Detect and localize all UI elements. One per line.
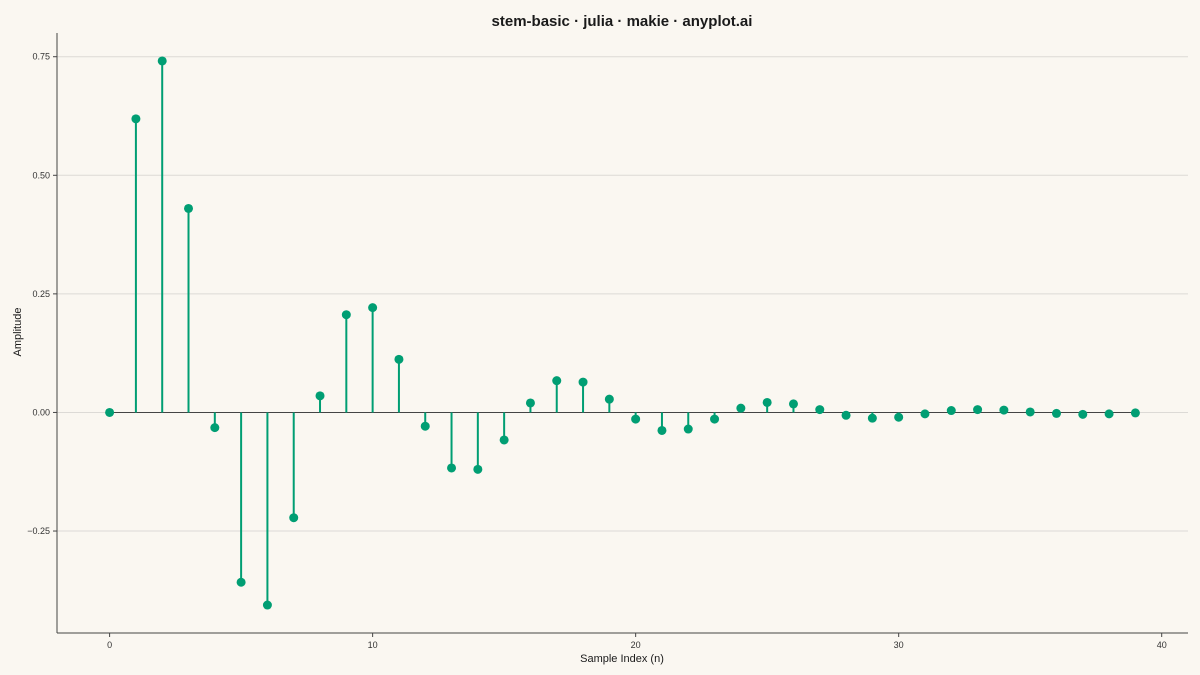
stem-series bbox=[105, 56, 1140, 610]
stem-marker bbox=[1104, 409, 1114, 419]
stem-marker bbox=[315, 391, 325, 401]
stem-marker bbox=[999, 405, 1009, 415]
y-tick-label: 0.00 bbox=[32, 407, 50, 417]
x-axis-label: Sample Index (n) bbox=[580, 653, 664, 665]
stem-marker bbox=[262, 600, 272, 610]
stem-marker bbox=[236, 577, 246, 587]
stem-marker bbox=[525, 398, 535, 408]
chart-title: stem-basic · julia · makie · anyplot.ai bbox=[492, 13, 753, 30]
stem-marker bbox=[841, 410, 851, 420]
y-tick-label: 0.25 bbox=[32, 289, 50, 299]
stem-marker bbox=[1130, 408, 1140, 418]
stem-marker bbox=[289, 513, 299, 523]
axes bbox=[56, 33, 1188, 634]
stem-marker bbox=[894, 412, 904, 422]
stem-marker bbox=[394, 354, 404, 364]
stem-marker bbox=[473, 464, 483, 474]
x-tick-label: 30 bbox=[894, 640, 904, 650]
stem-marker bbox=[815, 405, 825, 415]
stem-marker bbox=[710, 414, 720, 424]
stem-marker bbox=[1051, 408, 1061, 418]
x-tick-labels: 0 10 20 30 40 bbox=[107, 633, 1167, 650]
stem-marker bbox=[946, 406, 956, 416]
stem-marker bbox=[578, 377, 588, 387]
stem-marker bbox=[788, 399, 798, 409]
y-tick-label: 0.50 bbox=[32, 170, 50, 180]
x-tick-label: 20 bbox=[631, 640, 641, 650]
x-tick-label: 40 bbox=[1157, 640, 1167, 650]
stem-marker bbox=[736, 403, 746, 413]
stem-marker bbox=[157, 56, 167, 66]
stem-marker bbox=[552, 376, 562, 386]
stem-marker bbox=[1078, 409, 1088, 419]
y-tick-labels: −0.25 0.00 0.25 0.50 0.75 bbox=[27, 52, 57, 536]
stem-marker bbox=[499, 435, 509, 445]
stem-marker bbox=[210, 423, 220, 433]
grid-lines bbox=[57, 56, 1188, 532]
stem-marker bbox=[973, 405, 983, 415]
stem-marker bbox=[1025, 407, 1035, 417]
x-tick-label: 0 bbox=[107, 640, 112, 650]
y-tick-label: 0.75 bbox=[32, 52, 50, 62]
stem-marker bbox=[657, 425, 667, 435]
stem-marker bbox=[631, 414, 641, 424]
x-tick-label: 10 bbox=[368, 640, 378, 650]
stem-marker bbox=[447, 463, 457, 473]
stem-marker bbox=[341, 310, 351, 320]
stem-marker bbox=[867, 413, 877, 423]
stem-marker bbox=[368, 303, 378, 313]
stem-marker bbox=[184, 203, 194, 213]
stem-marker bbox=[131, 114, 141, 124]
stem-marker bbox=[683, 424, 693, 434]
stem-marker bbox=[762, 397, 772, 407]
stem-marker bbox=[105, 407, 115, 417]
y-tick-label: −0.25 bbox=[27, 526, 50, 536]
y-axis-label: Amplitude bbox=[12, 308, 24, 357]
stem-marker bbox=[604, 394, 614, 404]
stem-marker bbox=[420, 421, 430, 431]
stem-marker bbox=[920, 409, 930, 419]
